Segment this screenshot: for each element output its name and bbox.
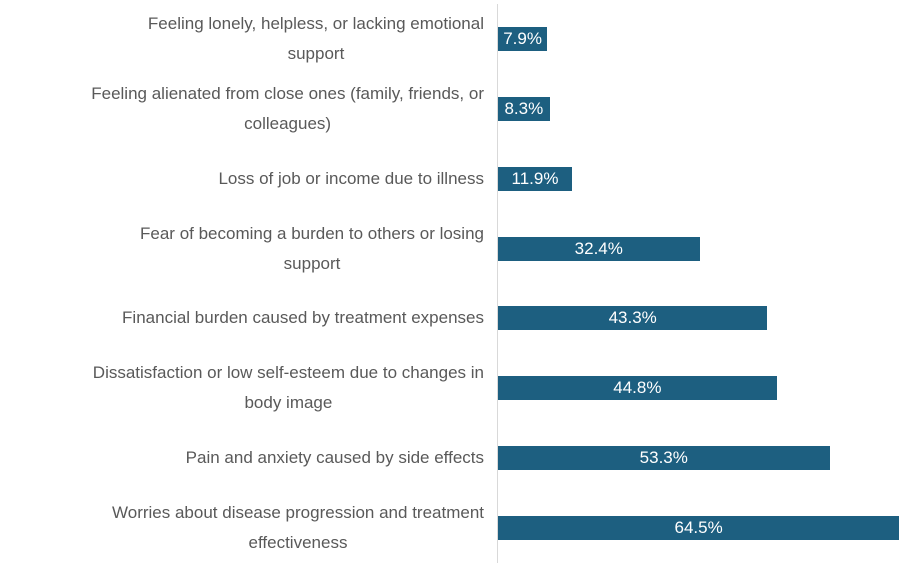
bar: 64.5% — [498, 516, 900, 541]
plot-area-row: 32.4% — [497, 213, 921, 284]
category-label-cell: Loss of job or income due to illness — [0, 144, 497, 214]
chart-row: Feeling alienated from close ones (famil… — [0, 73, 921, 144]
plot-area-row: 64.5% — [497, 493, 921, 563]
category-label-cell: Worries about disease progression and tr… — [0, 493, 497, 563]
category-label-cell: Pain and anxiety caused by side effects — [0, 423, 497, 493]
chart-row: Loss of job or income due to illness 11.9… — [0, 143, 921, 214]
chart-row: Worries about disease progression and tr… — [0, 493, 921, 563]
chart-row: Financial burden caused by treatment exp… — [0, 283, 921, 354]
category-label-cell: Dissatisfaction or low self-esteem due t… — [0, 353, 497, 423]
plot-area-row: 8.3% — [497, 73, 921, 144]
bar: 11.9% — [498, 166, 573, 191]
category-label: Fear of becoming a burden to others or l… — [140, 223, 484, 273]
value-label: 8.3% — [504, 98, 544, 118]
bar: 53.3% — [498, 446, 830, 471]
bar: 43.3% — [498, 306, 768, 331]
category-label-cell: Fear of becoming a burden to others or l… — [0, 214, 497, 284]
plot-area-row: 44.8% — [497, 353, 921, 424]
category-label: Loss of job or income due to illness — [218, 168, 484, 188]
category-label: Pain and anxiety caused by side effects — [185, 448, 484, 468]
plot-area-row: 53.3% — [497, 423, 921, 494]
chart-row: Feeling lonely, helpless, or lacking emo… — [0, 4, 921, 74]
value-label: 32.4% — [574, 238, 623, 258]
category-label-cell: Financial burden caused by treatment exp… — [0, 284, 497, 354]
category-label-cell: Feeling alienated from close ones (famil… — [0, 74, 497, 144]
plot-area-row: 7.9% — [497, 4, 921, 74]
value-label: 44.8% — [613, 378, 662, 398]
plot-area-row: 43.3% — [497, 283, 921, 354]
value-label: 7.9% — [503, 28, 542, 48]
chart-row: Fear of becoming a burden to others or l… — [0, 213, 921, 284]
bar: 44.8% — [498, 376, 777, 401]
value-label: 43.3% — [608, 308, 657, 328]
category-label-cell: Feeling lonely, helpless, or lacking emo… — [0, 4, 497, 74]
category-label: Worries about disease progression and tr… — [112, 503, 484, 553]
bar: 7.9% — [498, 26, 548, 51]
chart-row: Pain and anxiety caused by side effects 5… — [0, 423, 921, 494]
value-label: 64.5% — [674, 518, 723, 538]
category-label: Financial burden caused by treatment exp… — [122, 308, 484, 328]
value-label: 53.3% — [639, 448, 688, 468]
plot-area-row: 11.9% — [497, 143, 921, 214]
category-label: Dissatisfaction or low self-esteem due t… — [92, 363, 484, 413]
bar: 8.3% — [498, 96, 550, 121]
value-label: 11.9% — [511, 168, 559, 188]
category-label: Feeling lonely, helpless, or lacking emo… — [147, 13, 484, 63]
category-label: Feeling alienated from close ones (famil… — [91, 83, 484, 133]
chart-row: Dissatisfaction or low self-esteem due t… — [0, 353, 921, 424]
bar: 32.4% — [498, 236, 700, 261]
